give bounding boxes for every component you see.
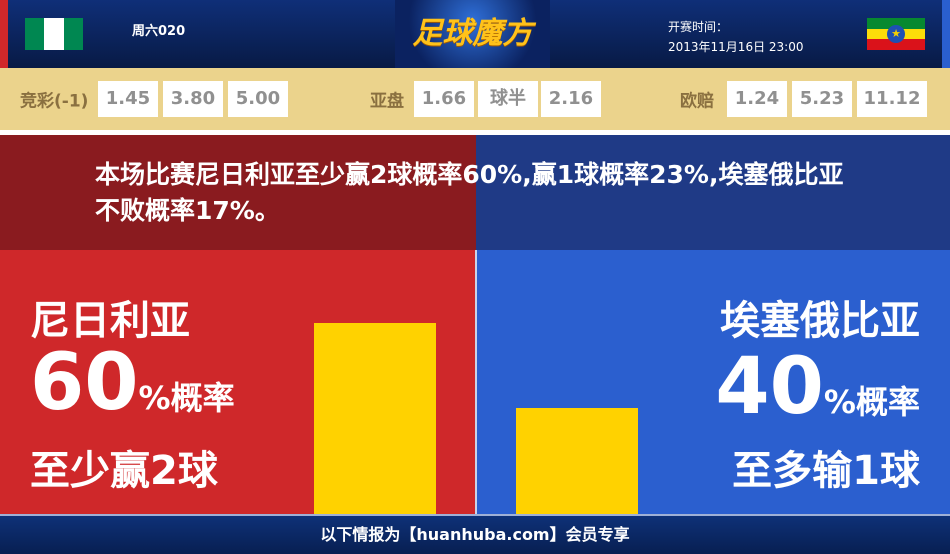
nigeria-flag-icon	[25, 18, 83, 50]
kickoff: 开赛时间： 2013年11月16日 23:00	[668, 17, 803, 57]
away-probability-bar	[516, 408, 638, 514]
home-pct: 60%概率	[30, 338, 235, 443]
header: 周六020 足球魔方 开赛时间： 2013年11月16日 23:00 ★	[0, 0, 950, 68]
home-pct-value: 60	[30, 338, 139, 428]
away-color-edge	[942, 0, 950, 68]
kickoff-time: 2013年11月16日 23:00	[668, 40, 804, 54]
away-desc: 至多输1球	[732, 448, 920, 494]
home-probability-bar	[314, 323, 436, 514]
member-footer[interactable]: 以下情报为【huanhuba.com】会员专享	[0, 514, 950, 554]
jingcai-label: 竞彩(-1)	[20, 91, 89, 112]
away-pct-value: 40	[715, 342, 824, 432]
divider	[0, 130, 950, 135]
odds-value: 11.12	[857, 81, 927, 117]
asian-label: 亚盘	[370, 91, 404, 112]
ethiopia-flag-icon: ★	[867, 18, 925, 51]
home-team-name: 尼日利亚	[30, 298, 190, 344]
kickoff-label: 开赛时间：	[668, 20, 729, 34]
prediction-banner: 本场比赛尼日利亚至少赢2球概率60%,赢1球概率23%,埃塞俄比亚不败概率17%…	[0, 135, 950, 250]
odds-value: 1.24	[727, 81, 787, 117]
prediction-text: 本场比赛尼日利亚至少赢2球概率60%,赢1球概率23%,埃塞俄比亚不败概率17%…	[95, 160, 844, 225]
home-color-edge	[0, 0, 8, 68]
odds-value: 1.66	[414, 81, 474, 117]
odds-value: 3.80	[163, 81, 223, 117]
home-desc: 至少赢2球	[30, 448, 218, 494]
logo: 足球魔方	[395, 0, 550, 68]
odds-value: 1.45	[98, 81, 158, 117]
odds-bar: 竞彩(-1) 1.45 3.80 5.00 亚盘 1.66 球半 2.16 欧赔…	[0, 68, 950, 130]
match-number: 周六020	[132, 24, 186, 39]
odds-value: 5.23	[792, 81, 852, 117]
away-pct: 40%概率	[715, 342, 920, 447]
probability-panel: 尼日利亚 60%概率 至少赢2球 埃塞俄比亚 40%概率 至多输1球	[0, 250, 950, 514]
odds-value: 2.16	[541, 81, 601, 117]
euro-label: 欧赔	[680, 91, 714, 112]
odds-value: 5.00	[228, 81, 288, 117]
odds-value: 球半	[478, 81, 538, 117]
away-pct-suffix: %概率	[823, 383, 920, 421]
away-team-name: 埃塞俄比亚	[720, 298, 920, 344]
home-pct-suffix: %概率	[138, 379, 235, 417]
